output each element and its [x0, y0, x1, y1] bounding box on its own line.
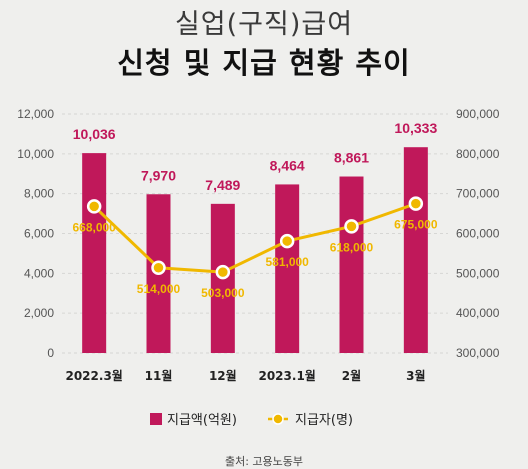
chart-title-line1: 실업(구직)급여: [174, 9, 354, 40]
category-label: 12월: [209, 368, 237, 383]
bar-payment-amount: [339, 176, 364, 353]
bar-payment-amount: [275, 184, 300, 353]
legend-swatch-marker: [272, 413, 284, 425]
legend-label-line: 지급자(명): [295, 413, 353, 428]
bar-data-label: 7,970: [141, 167, 176, 183]
category-label: 2월: [342, 368, 361, 383]
bar-payment-amount: [82, 153, 107, 353]
bar-data-label: 8,861: [334, 150, 369, 166]
category-label: 2023.1월: [258, 368, 315, 383]
left-axis-tick-label: 6,000: [24, 227, 54, 241]
right-axis-tick-label: 900,000: [456, 107, 500, 121]
bar-data-label: 7,489: [205, 177, 240, 193]
line-data-label: 618,000: [330, 240, 374, 254]
line-point-recipients: [86, 199, 102, 214]
right-axis-tick-label: 300,000: [456, 346, 500, 360]
line-data-label: 514,000: [137, 282, 181, 296]
left-axis-tick-label: 0: [47, 346, 54, 360]
bar-data-label: 8,464: [270, 157, 305, 173]
line-data-label: 503,000: [201, 286, 245, 300]
line-data-label: 668,000: [72, 220, 116, 234]
line-recipients: [93, 202, 417, 274]
right-axis-tick-label: 800,000: [456, 147, 500, 161]
line-point-recipients: [279, 233, 295, 249]
bar-data-label: 10,333: [394, 120, 437, 136]
right-axis-tick-label: 700,000: [456, 187, 500, 201]
legend-label-bar: 지급액(억원): [167, 413, 237, 428]
left-axis-tick-label: 4,000: [24, 266, 54, 280]
category-label: 2022.3월: [65, 368, 122, 383]
line-point-recipients: [151, 260, 166, 276]
line-point-recipients: [408, 196, 424, 211]
category-label: 3월: [406, 368, 425, 383]
left-axis-tick-label: 8,000: [24, 187, 54, 201]
line-point-recipients: [344, 219, 359, 234]
bar-payment-amount: [403, 147, 428, 353]
left-axis-tick-label: 12,000: [17, 107, 54, 121]
chart-title-line2: 신청 및 지급 현황 추이: [117, 46, 411, 80]
legend-swatch-bar: [150, 413, 162, 425]
line-data-label: 581,000: [265, 255, 309, 269]
source-note: 출처: 고용노동부: [224, 455, 304, 468]
left-axis-tick-label: 10,000: [17, 147, 54, 161]
right-axis-tick-label: 400,000: [456, 306, 500, 320]
left-axis-tick-label: 2,000: [24, 306, 54, 320]
category-label: 11월: [145, 368, 173, 383]
bar-data-label: 10,036: [73, 126, 116, 142]
line-point-recipients: [215, 264, 231, 280]
right-axis-tick-label: 600,000: [456, 227, 500, 241]
right-axis-tick-label: 500,000: [456, 266, 500, 280]
line-data-label: 675,000: [394, 218, 438, 232]
